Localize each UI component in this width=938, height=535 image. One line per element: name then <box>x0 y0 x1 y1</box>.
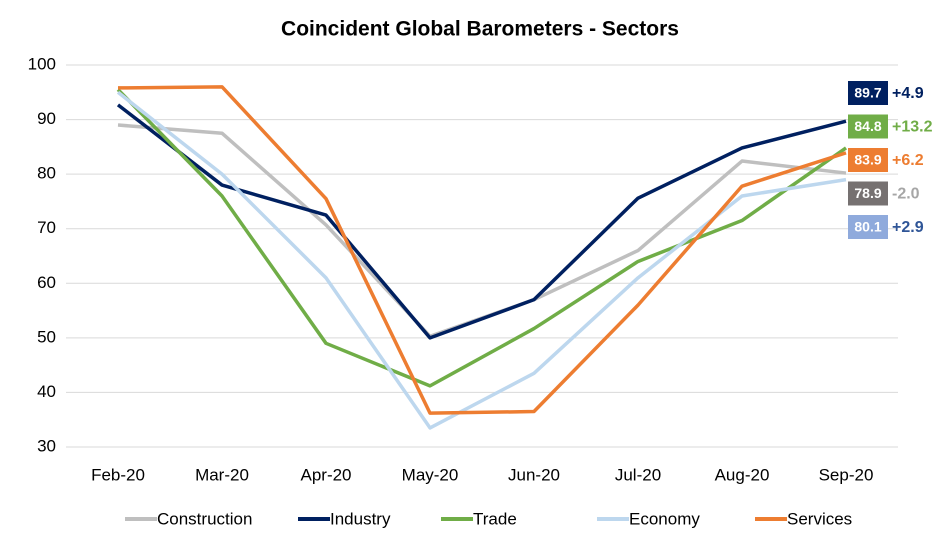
annotation-box <box>848 181 888 206</box>
annotation-value: 80.1 <box>854 219 881 235</box>
x-tick-label: Apr-20 <box>300 465 351 484</box>
x-tick-label: Jun-20 <box>508 465 560 484</box>
annotation-value: 83.9 <box>854 152 881 168</box>
annotation-change: +13.2 <box>892 119 933 136</box>
y-tick-label: 100 <box>28 54 56 73</box>
legend-label: Industry <box>330 509 391 528</box>
annotation-value: 89.7 <box>854 85 881 101</box>
annotation-change: -2.0 <box>892 186 920 203</box>
legend-label: Services <box>787 509 852 528</box>
series-line <box>116 90 847 430</box>
annotation-change: +2.9 <box>892 219 924 236</box>
annotation-change: +6.2 <box>892 152 924 169</box>
chart-title: Coincident Global Barometers - Sectors <box>281 18 679 41</box>
y-tick-label: 80 <box>37 164 56 183</box>
annotation-box <box>848 81 888 105</box>
y-tick-label: 60 <box>37 273 56 292</box>
x-tick-label: Aug-20 <box>715 465 770 484</box>
x-tick-label: Mar-20 <box>195 465 249 484</box>
annotation-box <box>848 114 888 139</box>
legend-label: Trade <box>473 509 517 528</box>
y-tick-label: 50 <box>37 327 56 346</box>
series-line <box>117 85 847 415</box>
series-line <box>117 123 847 338</box>
y-tick-label: 90 <box>37 109 56 128</box>
annotation-value: 78.9 <box>854 185 881 201</box>
y-tick-label: 70 <box>37 218 56 237</box>
annotation-value: 84.8 <box>854 118 881 134</box>
y-tick-label: 30 <box>37 436 56 455</box>
annotation-box <box>848 148 888 172</box>
x-tick-label: Jul-20 <box>615 465 661 484</box>
y-tick-label: 40 <box>37 382 56 401</box>
x-tick-label: Feb-20 <box>91 465 145 484</box>
series-line <box>116 88 848 388</box>
annotation-change: +4.9 <box>892 85 924 102</box>
x-tick-label: Sep-20 <box>819 465 874 484</box>
legend-label: Economy <box>629 509 700 528</box>
x-tick-label: May-20 <box>402 465 459 484</box>
legend-label: Construction <box>157 509 252 528</box>
annotation-box <box>848 215 888 239</box>
